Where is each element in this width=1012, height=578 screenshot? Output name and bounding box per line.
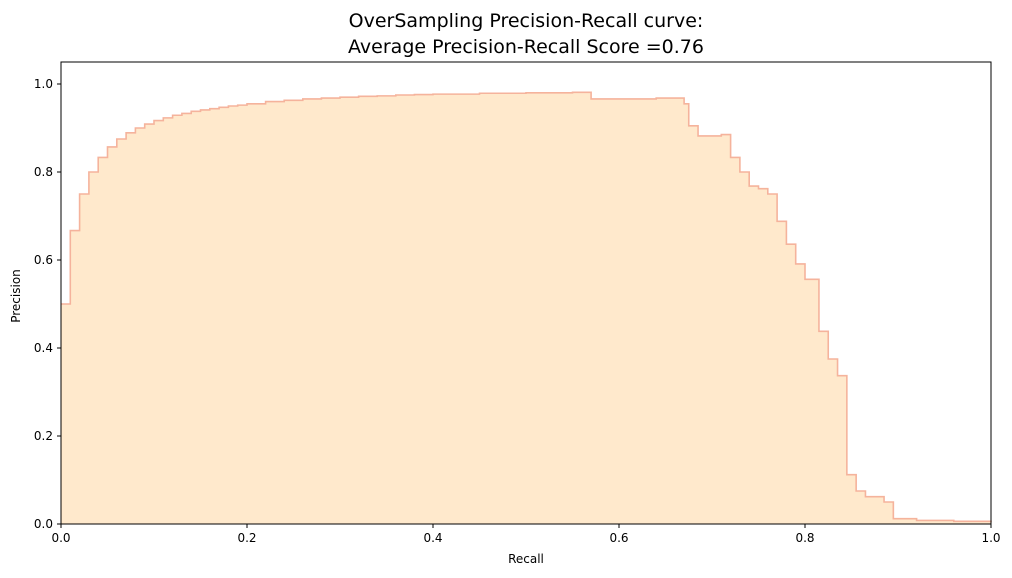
x-axis-ticks: 0.0 0.2 0.4 0.6 0.8 1.0 xyxy=(51,524,1001,545)
x-tick-label: 0.8 xyxy=(795,531,814,545)
plot-area xyxy=(61,91,992,525)
y-tick-label: 0.0 xyxy=(34,517,53,531)
chart-title: OverSampling Precision-Recall curve: xyxy=(349,10,704,32)
y-axis-ticks: 0.0 0.2 0.4 0.6 0.8 1.0 xyxy=(34,77,61,531)
y-tick-label: 1.0 xyxy=(34,77,53,91)
y-tick-label: 0.2 xyxy=(34,429,53,443)
x-tick-label: 0.2 xyxy=(237,531,256,545)
series-line xyxy=(61,91,992,523)
x-tick-label: 1.0 xyxy=(981,531,1000,545)
x-tick-label: 0.4 xyxy=(423,531,442,545)
y-tick-label: 0.6 xyxy=(34,253,53,267)
x-tick-label: 0.6 xyxy=(609,531,628,545)
y-tick-label: 0.4 xyxy=(34,341,53,355)
y-axis-label: Precision xyxy=(9,269,23,323)
y-tick-label: 0.8 xyxy=(34,165,53,179)
x-axis-label: Recall xyxy=(508,552,544,566)
axes-frame xyxy=(60,61,992,525)
area-fill xyxy=(61,92,991,525)
chart-subtitle: Average Precision-Recall Score =0.76 xyxy=(348,36,704,58)
x-tick-label: 0.0 xyxy=(51,531,70,545)
